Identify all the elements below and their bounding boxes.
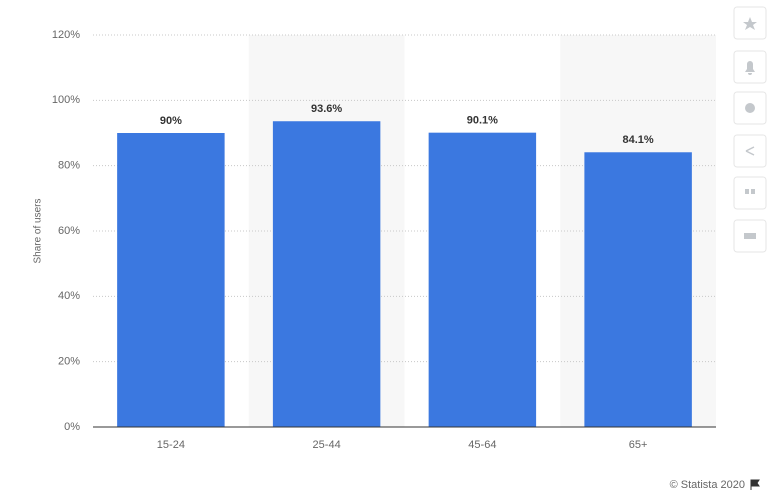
share-icon	[745, 146, 755, 156]
print-icon	[744, 233, 756, 239]
flag-icon	[750, 479, 760, 490]
x-tick-label: 15-24	[157, 439, 185, 451]
bar	[272, 121, 381, 428]
value-label: 93.6%	[311, 103, 342, 115]
y-tick-label: 40%	[58, 290, 80, 302]
y-tick-label: 0%	[64, 421, 80, 433]
bar	[428, 132, 537, 427]
y-tick-label: 120%	[52, 29, 80, 41]
value-label: 90%	[160, 115, 182, 127]
x-tick-label: 45-64	[468, 439, 496, 451]
bell-icon	[745, 61, 755, 75]
star-icon	[743, 17, 757, 30]
cite-button[interactable]	[733, 176, 767, 210]
gear-icon	[745, 103, 755, 113]
x-tick-label: 25-44	[313, 439, 341, 451]
quote-icon	[751, 189, 755, 194]
toolbar	[733, 6, 767, 253]
bar	[584, 152, 692, 428]
value-label: 84.1%	[623, 134, 654, 146]
y-tick-label: 80%	[58, 160, 80, 172]
y-tick-label: 60%	[58, 225, 80, 237]
value-label: 90.1%	[467, 115, 498, 127]
credit: © Statista 2020	[670, 479, 745, 491]
bar	[117, 133, 225, 427]
y-tick-label: 100%	[52, 94, 80, 106]
x-tick-label: 65+	[629, 439, 648, 451]
y-axis-label: Share of users	[33, 198, 44, 263]
share-button[interactable]	[733, 134, 767, 168]
quote-icon	[745, 189, 749, 194]
y-tick-label: 20%	[58, 356, 80, 368]
